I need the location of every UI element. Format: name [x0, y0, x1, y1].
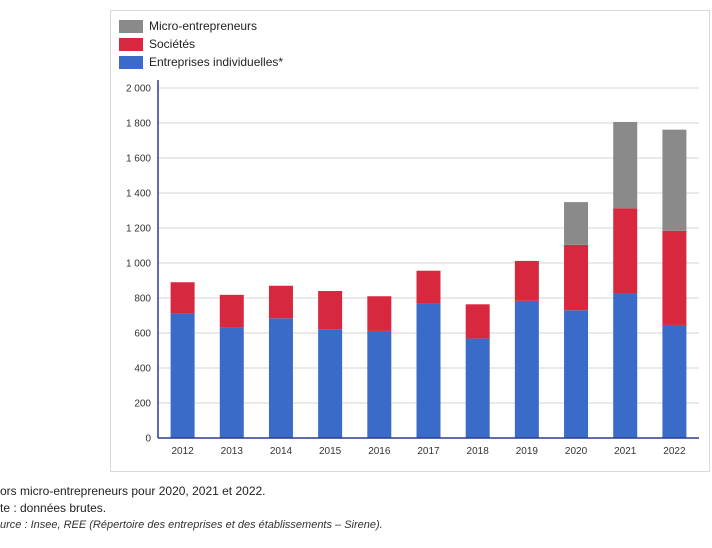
chart-frame: Micro-entrepreneurs Sociétés Entreprises…: [110, 10, 710, 472]
legend-label-ei: Entreprises individuelles*: [149, 55, 284, 69]
legend-item-micro: Micro-entrepreneurs: [119, 17, 283, 35]
bar-segment: [219, 327, 244, 438]
chart-notes: ors micro-entrepreneurs pour 2020, 2021 …: [0, 483, 383, 534]
y-tick-label: 0: [145, 434, 151, 445]
x-tick-label: 2012: [171, 446, 194, 457]
bar-segment: [416, 270, 441, 304]
bar-segment: [613, 293, 638, 438]
bar-segment: [613, 121, 638, 209]
x-tick-label: 2014: [270, 446, 293, 457]
bar-segment: [219, 294, 244, 328]
chart-legend: Micro-entrepreneurs Sociétés Entreprises…: [119, 17, 283, 71]
legend-label-micro: Micro-entrepreneurs: [149, 19, 258, 33]
bar-segment: [268, 285, 293, 319]
legend-label-societes: Sociétés: [149, 37, 196, 51]
bar-segment: [465, 338, 490, 438]
legend-swatch-societes: [119, 37, 143, 51]
y-tick-label: 800: [134, 294, 151, 305]
legend-swatch-ei: [119, 55, 143, 69]
stacked-bar-chart: 0 200 400 600 800 1 000 1 200 1 400 1 600 1 800 2 …: [126, 80, 699, 457]
y-tick-label: 1 600: [126, 154, 151, 165]
y-tick-label: 1 000: [126, 259, 151, 270]
bar-segment: [367, 330, 392, 438]
x-tick-label: 2019: [516, 446, 539, 457]
bar-segment: [514, 260, 539, 301]
y-tick-label: 1 200: [126, 224, 151, 235]
bar-segment: [564, 202, 589, 245]
bar-segment: [318, 329, 343, 438]
legend-swatch-micro: [119, 19, 143, 33]
bar-segment: [170, 313, 195, 438]
y-tick-label: 200: [134, 399, 151, 410]
bar-segment: [416, 303, 441, 438]
bar-segment: [268, 318, 293, 438]
x-tick-label: 2018: [467, 446, 490, 457]
x-tick-label: 2013: [221, 446, 244, 457]
x-tick-label: 2017: [417, 446, 440, 457]
y-tick-label: 400: [134, 364, 151, 375]
bar-segment: [465, 304, 490, 339]
x-tick-label: 2021: [614, 446, 637, 457]
note-line-2: te : données brutes.: [0, 501, 107, 515]
y-tick-label: 600: [134, 329, 151, 340]
bar-segment: [662, 324, 687, 438]
y-tick-label: 2 000: [126, 84, 151, 95]
bar-segment: [662, 230, 687, 325]
legend-item-societes: Sociétés: [119, 35, 283, 53]
bar-segment: [367, 296, 392, 331]
bar-segment: [514, 300, 539, 438]
bar-segment: [662, 129, 687, 231]
bar-segment: [564, 244, 589, 311]
source-line: urce : Insee, REE (Répertoire des entrep…: [0, 519, 383, 531]
legend-item-ei: Entreprises individuelles*: [119, 53, 283, 71]
x-tick-label: 2015: [319, 446, 342, 457]
bar-segment: [564, 310, 589, 438]
x-tick-label: 2020: [565, 446, 588, 457]
x-tick-label: 2022: [663, 446, 686, 457]
note-line-1: ors micro-entrepreneurs pour 2020, 2021 …: [0, 484, 266, 498]
y-tick-label: 1 800: [126, 119, 151, 130]
x-tick-label: 2016: [368, 446, 391, 457]
bar-segment: [318, 291, 343, 330]
bar-segment: [613, 208, 638, 294]
bar-segment: [170, 282, 195, 314]
y-tick-label: 1 400: [126, 189, 151, 200]
